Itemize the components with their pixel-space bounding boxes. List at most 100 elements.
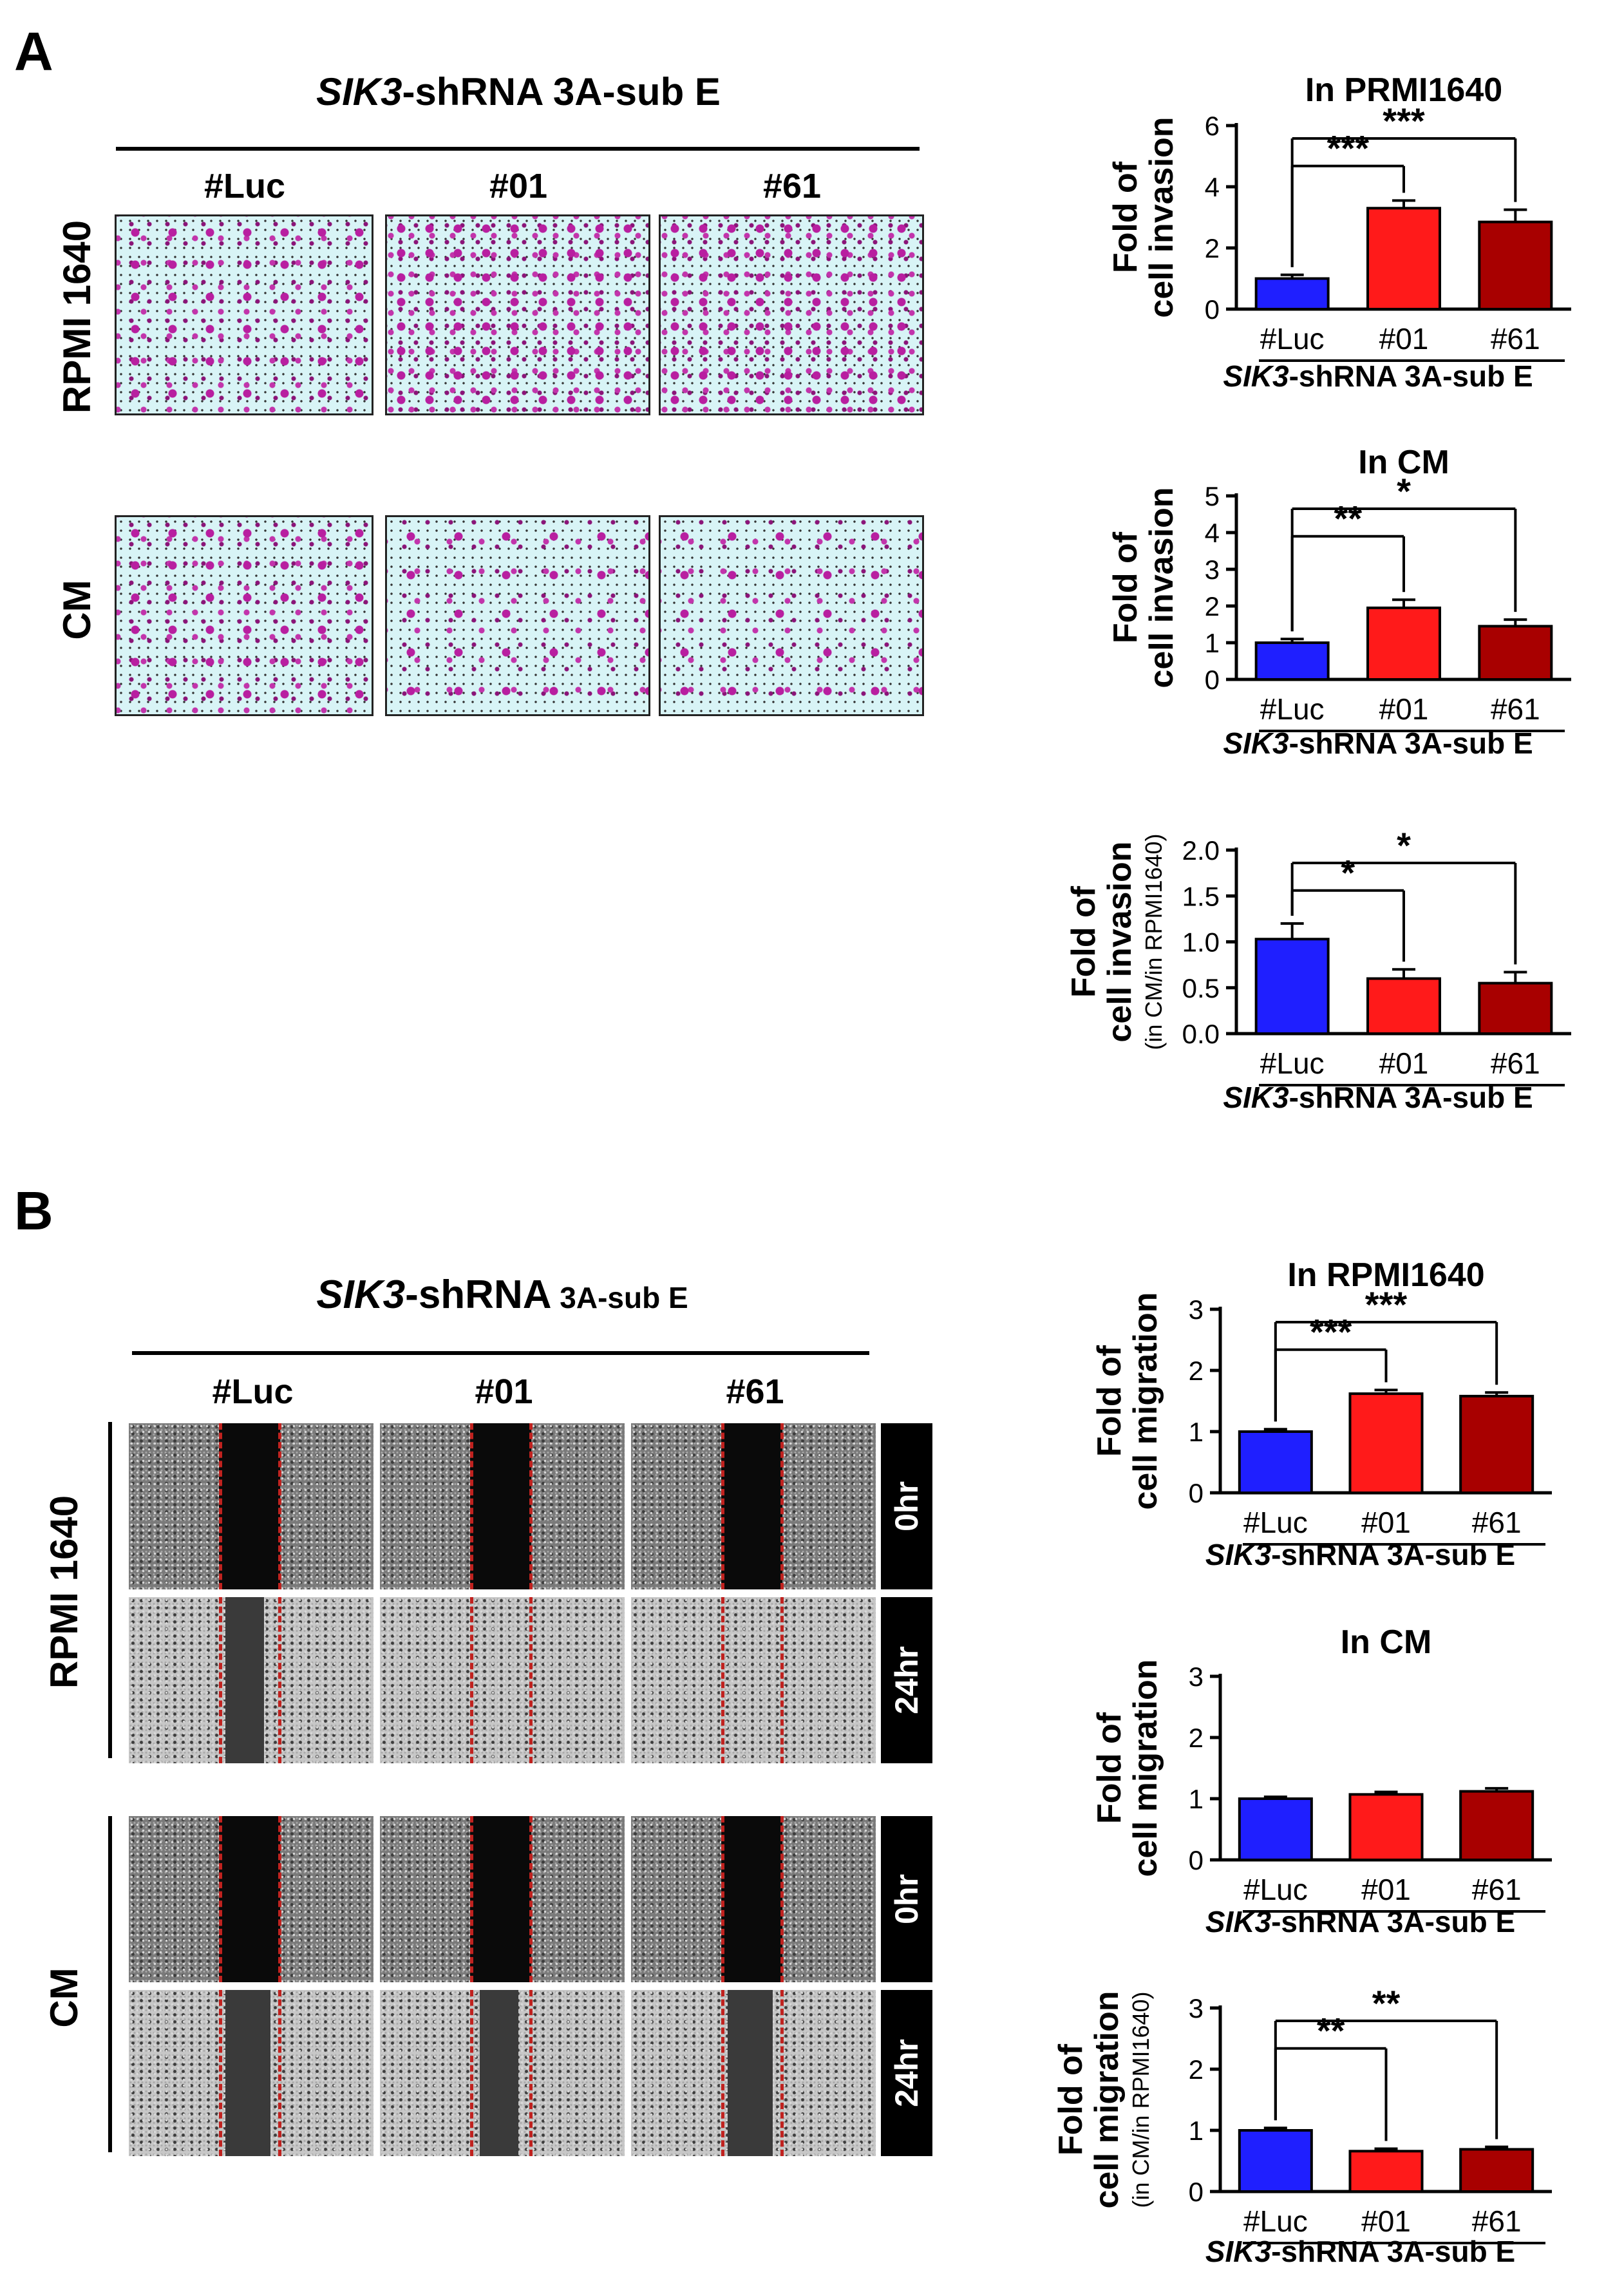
c4-ylabel-line: cell migration: [1127, 1292, 1164, 1510]
c2-group-gene: SIK3: [1223, 726, 1289, 760]
c1-ytick-label: 6: [1205, 111, 1220, 141]
c3-group-rest: -shRNA 3A-sub E: [1289, 1081, 1533, 1114]
c3-group-label: SIK3-shRNA 3A-sub E: [1223, 1081, 1533, 1114]
c5-group-label: SIK3-shRNA 3A-sub E: [1205, 1905, 1515, 1938]
c1-sig-stars: ***: [1383, 100, 1425, 141]
c3-ylabel-line: cell invasion: [1101, 841, 1138, 1042]
c2-ytick-label: 1: [1205, 628, 1220, 658]
c2-ytick-label: 5: [1205, 481, 1220, 511]
c5-ylabel-line: cell migration: [1127, 1659, 1164, 1877]
panel-a-col-01: #01: [489, 167, 548, 205]
panel-a-title-gene: SIK3: [316, 70, 402, 113]
c1-title: In PRMI1640: [1305, 71, 1502, 109]
c5-ytick-label: 0: [1189, 1845, 1204, 1875]
panel-a-col-61: #61: [762, 167, 822, 205]
c5-category-label: #01: [1361, 1873, 1411, 1906]
c1-category-label: #01: [1379, 322, 1429, 355]
c2-bar: [1366, 606, 1441, 681]
panel-a-col-luc: #Luc: [203, 167, 286, 205]
c1-ylabel-line: Fold of: [1107, 161, 1144, 273]
c2-ytick-label: 4: [1205, 518, 1220, 548]
c6-bar: [1459, 2148, 1534, 2193]
panel-b-col-01: #01: [475, 1372, 533, 1411]
c3-ytick-label: 2.0: [1182, 835, 1220, 866]
c5-group-gene: SIK3: [1205, 1905, 1272, 1938]
c1-group-gene: SIK3: [1223, 359, 1289, 393]
panel-b-title-gene: SIK3: [316, 1273, 406, 1317]
wound-image-cm-0hr-61: [631, 1816, 876, 1982]
c4-ytick-label: 0: [1189, 1478, 1204, 1508]
c1-group-label: SIK3-shRNA 3A-sub E: [1223, 359, 1533, 393]
panel-a-title-rest: -shRNA 3A-sub E: [402, 70, 721, 113]
c6-group-gene: SIK3: [1205, 2235, 1272, 2268]
panel-a-title-underline: [116, 147, 920, 151]
c1-bar: [1254, 277, 1330, 310]
c2-category-label: #01: [1379, 692, 1429, 726]
c6-bar: [1238, 2129, 1313, 2193]
invasion-image-cm-01: [385, 515, 650, 716]
c2-sig-stars: **: [1334, 498, 1363, 539]
wound-image-rpmi-24hr-61: [631, 1597, 876, 1763]
c3-group-gene: SIK3: [1223, 1081, 1289, 1114]
c4-group-rest: -shRNA 3A-sub E: [1271, 1538, 1515, 1571]
c1-category-label: #61: [1491, 322, 1540, 355]
c6-ytick-label: 1: [1189, 2116, 1204, 2146]
c3-bar: [1366, 977, 1441, 1035]
c6-bar: [1348, 2150, 1424, 2193]
wound-image-rpmi-0hr-01: [380, 1423, 625, 1589]
c2-title: In CM: [1358, 444, 1449, 481]
c3-ytick-label: 1.0: [1182, 927, 1220, 958]
invasion-image-rpmi-01: [385, 214, 650, 415]
c5-title: In CM: [1341, 1624, 1432, 1661]
c5-bar: [1459, 1790, 1534, 1862]
c4-sig-stars: ***: [1310, 1312, 1352, 1352]
c6-category-label: #61: [1472, 2204, 1522, 2238]
c4-category-label: #01: [1361, 1506, 1411, 1539]
c3-sig-stars: *: [1341, 853, 1355, 893]
c4-ytick-label: 1: [1189, 1417, 1204, 1447]
c6-group-label: SIK3-shRNA 3A-sub E: [1205, 2235, 1515, 2268]
c2-group-rest: -shRNA 3A-sub E: [1289, 726, 1533, 760]
c3-ytick-label: 0.0: [1182, 1019, 1220, 1049]
c2-ytick-label: 0: [1205, 665, 1220, 695]
c6-ylabel-line: Fold of: [1052, 2043, 1090, 2155]
c1-ytick-label: 2: [1205, 233, 1220, 263]
c2-sig-stars: *: [1397, 471, 1411, 511]
c4-group-gene: SIK3: [1205, 1538, 1272, 1571]
panel-a-letter: A: [14, 21, 53, 82]
panel-b-title-rest-big: -shRNA: [405, 1273, 552, 1317]
panel-b-letter: B: [14, 1180, 53, 1241]
c2-group-label: SIK3-shRNA 3A-sub E: [1223, 726, 1533, 760]
wound-image-rpmi-0hr-61: [631, 1423, 876, 1589]
wound-image-rpmi-24hr-01: [380, 1597, 625, 1763]
panel-b-col-luc: #Luc: [212, 1372, 294, 1411]
c1-ylabel-line: cell invasion: [1143, 117, 1180, 317]
c4-ytick-label: 3: [1189, 1294, 1204, 1325]
c1-bar: [1478, 220, 1553, 310]
time-label-cm-24hr: 24hr: [881, 1990, 932, 2156]
c3-ytick-label: 0.5: [1182, 973, 1220, 1003]
c4-ylabel-line: Fold of: [1091, 1345, 1128, 1457]
c6-ytick-label: 2: [1189, 2054, 1204, 2085]
c1-category-label: #Luc: [1260, 322, 1325, 355]
c1-bar: [1366, 207, 1441, 310]
c3-sig-stars: *: [1397, 825, 1411, 866]
c2-ylabel-line: Fold of: [1107, 531, 1144, 643]
c3-bar: [1254, 938, 1330, 1035]
panel-b-title-underline: [132, 1351, 869, 1355]
panel-b-col-61: #61: [726, 1372, 784, 1411]
c2-ytick-label: 3: [1205, 554, 1220, 585]
c4-ytick-label: 2: [1189, 1356, 1204, 1386]
c6-sig-stars: **: [1317, 2011, 1345, 2051]
wound-image-cm-0hr-01: [380, 1816, 625, 1982]
c2-ylabel-line: cell invasion: [1143, 487, 1180, 688]
c6-ylabel-sub: (in CM/in RPMI1640): [1128, 1991, 1154, 2208]
wound-image-rpmi-24hr-luc: [129, 1597, 373, 1763]
c1-ytick-label: 4: [1205, 172, 1220, 202]
c3-category-label: #Luc: [1260, 1047, 1325, 1080]
c2-category-label: #Luc: [1260, 692, 1325, 726]
c5-bar: [1238, 1797, 1313, 1861]
c5-category-label: #Luc: [1243, 1873, 1308, 1906]
c4-group-label: SIK3-shRNA 3A-sub E: [1205, 1538, 1515, 1571]
